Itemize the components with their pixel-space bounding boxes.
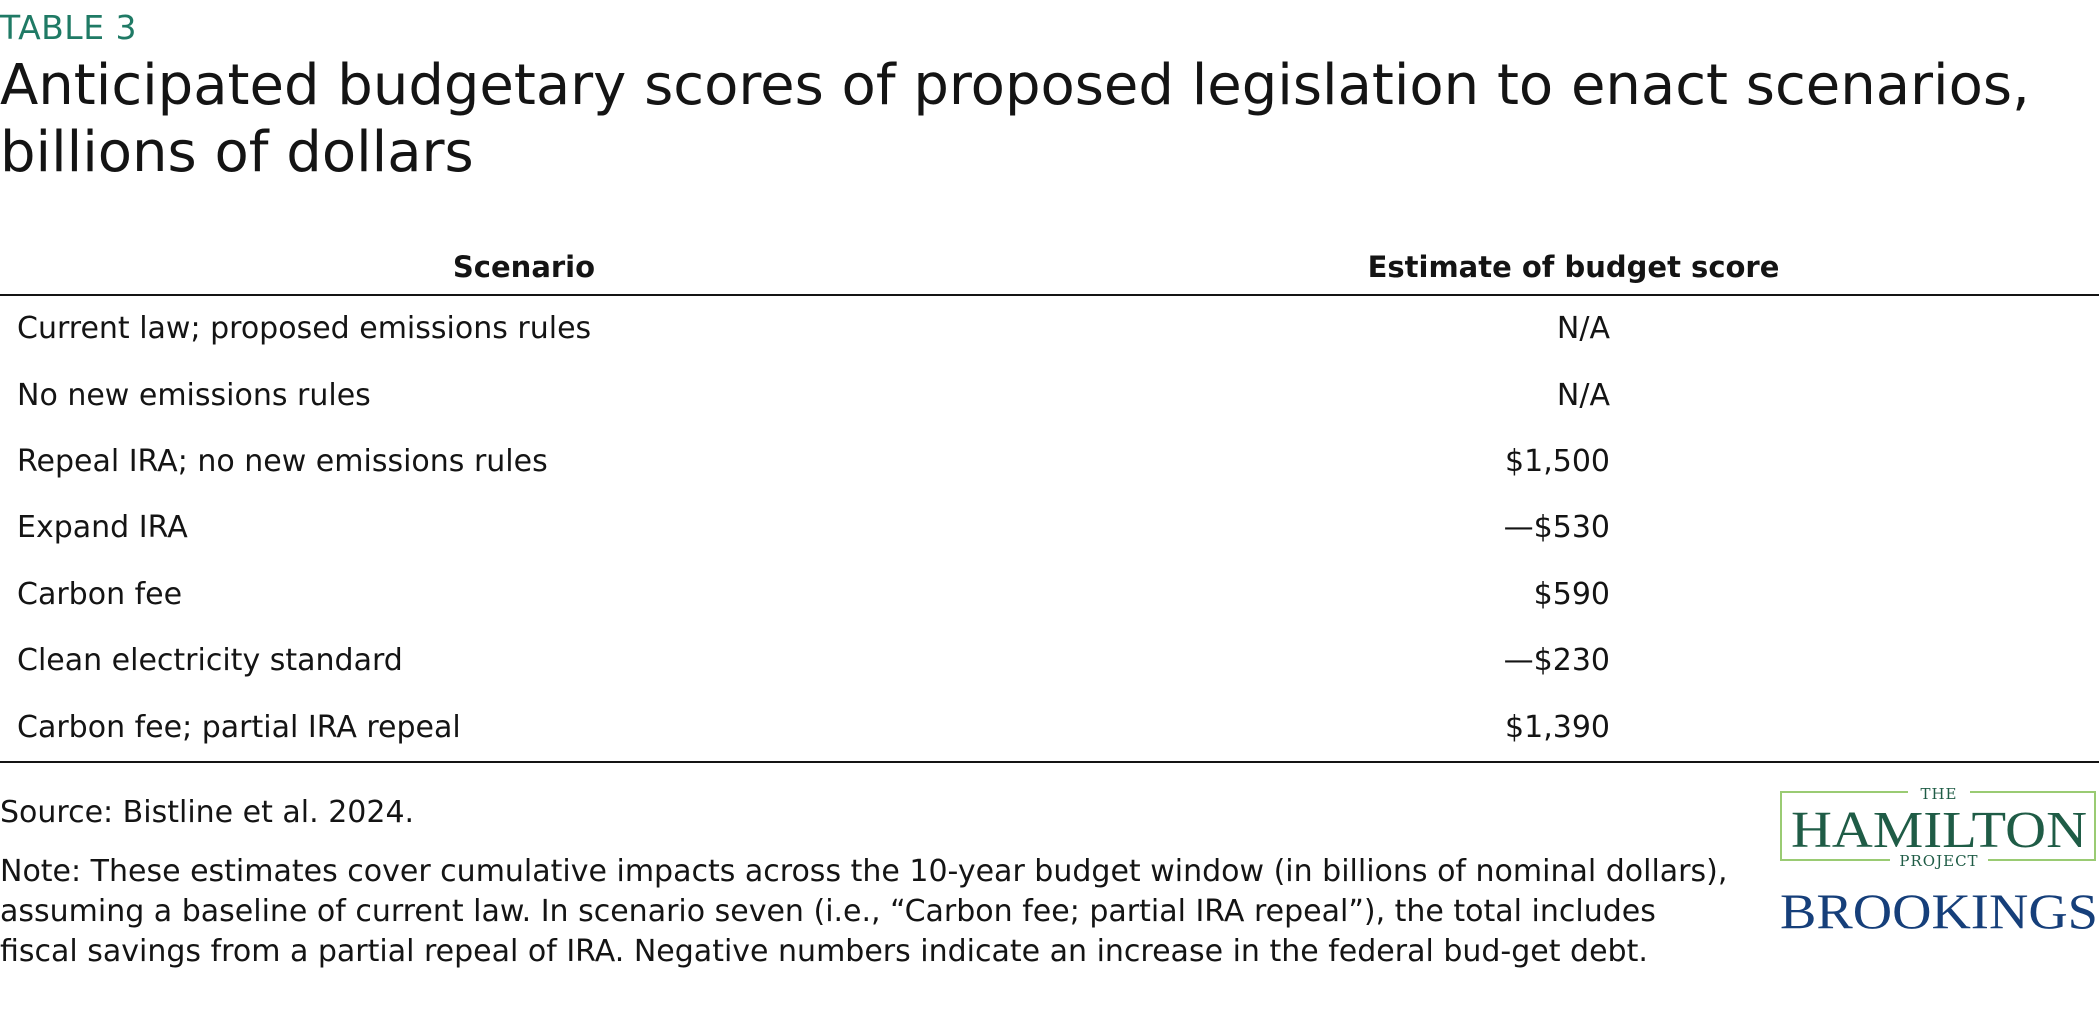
- table-row: Expand IRA —$530: [0, 495, 2099, 561]
- estimate-cell: —$230: [1503, 643, 1610, 679]
- table-number: TABLE 3: [0, 8, 138, 47]
- scenario-cell: Repeal IRA; no new emissions rules: [17, 443, 548, 479]
- table-row: No new emissions rules N/A: [0, 362, 2099, 428]
- brookings-logo-text: BROOKINGS: [1780, 883, 2098, 939]
- explanatory-note: Note: These estimates cover cumulative i…: [0, 854, 1728, 969]
- table-row: Carbon fee; partial IRA repeal $1,390: [0, 694, 2099, 763]
- column-header-scenario: Scenario: [0, 240, 1048, 296]
- estimate-cell: N/A: [1556, 377, 1610, 413]
- hamilton-project-logo: THE HAMILTON PROJECT: [1780, 782, 2096, 870]
- hamilton-frame-gap-top: [1908, 782, 1970, 802]
- hamilton-brookings-logo: THE HAMILTON PROJECT BROOKINGS: [1780, 782, 2098, 939]
- estimate-cell: N/A: [1556, 311, 1610, 347]
- table-row: Repeal IRA; no new emissions rules $1,50…: [0, 429, 2099, 495]
- scenario-cell: Clean electricity standard: [17, 643, 403, 679]
- hamilton-frame-gap-bottom: [1890, 850, 1988, 870]
- scenario-cell: Carbon fee; partial IRA repeal: [0, 694, 1048, 763]
- table-header: Scenario Estimate of budget score: [0, 240, 2099, 296]
- hamilton-name-text: HAMILTON: [1791, 802, 2087, 859]
- publisher-logos: THE HAMILTON PROJECT BROOKINGS: [1778, 780, 2099, 940]
- header-row: Scenario Estimate of budget score: [0, 240, 2099, 296]
- estimate-cell: $590: [1533, 576, 1610, 612]
- page-title: Anticipated budgetary scores of proposed…: [0, 53, 2030, 185]
- budget-score-table: Scenario Estimate of budget score Curren…: [0, 240, 2099, 763]
- table-row: Carbon fee $590: [0, 562, 2099, 628]
- hamilton-project-text: PROJECT: [1899, 852, 1978, 870]
- hamilton-the-text: THE: [1920, 785, 1957, 803]
- estimate-cell: —$530: [1503, 510, 1610, 546]
- estimate-cell: $1,500: [1505, 443, 1610, 479]
- scenario-cell: No new emissions rules: [17, 377, 371, 413]
- table-row: Current law; proposed emissions rules N/…: [0, 295, 2099, 362]
- estimate-cell: $1,390: [1048, 694, 2099, 763]
- scenario-cell: Carbon fee: [17, 576, 183, 612]
- source-note: Source: Bistline et al. 2024.: [0, 795, 415, 830]
- scenario-cell: Current law; proposed emissions rules: [17, 311, 592, 347]
- scenario-cell: Expand IRA: [17, 510, 188, 546]
- column-header-estimate: Estimate of budget score: [1048, 240, 2099, 296]
- table-body: Current law; proposed emissions rules N/…: [0, 295, 2099, 763]
- table-row: Clean electricity standard —$230: [0, 628, 2099, 694]
